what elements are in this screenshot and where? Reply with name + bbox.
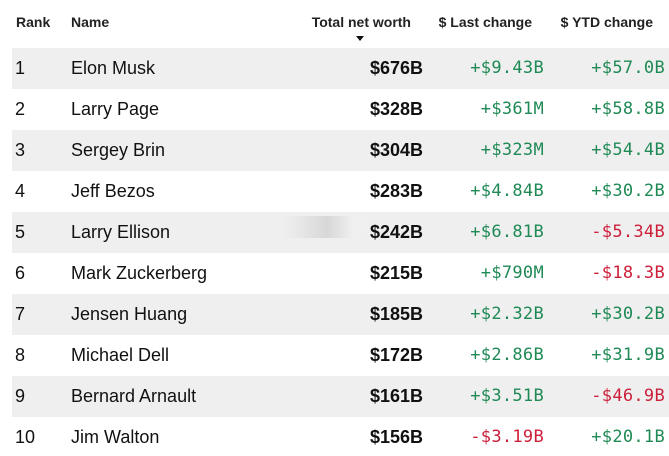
column-header-ytd-change[interactable]: $ YTD change [560,14,653,30]
net-worth-cell: $156B [369,427,423,447]
net-worth-cell: $328B [369,99,423,119]
ytd-change-cell: +$30.2B [591,304,665,324]
table-row[interactable]: 1 Elon Musk $676B +$9.43B +$57.0B [12,48,669,89]
table-body: 1 Elon Musk $676B +$9.43B +$57.0B 2 Larr… [12,48,669,456]
name-cell[interactable]: Sergey Brin [71,140,166,160]
table-row[interactable]: 6 Mark Zuckerberg $215B +$790M -$18.3B [12,253,669,294]
name-cell[interactable]: Bernard Arnault [71,386,197,406]
last-change-cell: +$2.32B [470,304,544,324]
net-worth-cell: $676B [369,58,423,78]
table-row[interactable]: 7 Jensen Huang $185B +$2.32B +$30.2B [12,294,669,335]
rank-cell: 8 [15,345,26,365]
table-row[interactable]: 10 Jim Walton $156B -$3.19B +$20.1B [12,417,669,456]
column-header-total-net-worth[interactable]: Total net worth [311,14,411,30]
name-cell[interactable]: Mark Zuckerberg [71,263,208,283]
last-change-cell: +$9.43B [470,58,544,78]
net-worth-cell: $161B [369,386,423,406]
last-change-cell: +$2.86B [470,345,544,365]
column-header-name[interactable]: Name [71,14,110,30]
last-change-cell: +$323M [480,140,544,160]
sort-descending-arrow-icon[interactable] [356,36,364,41]
ytd-change-cell: +$30.2B [591,181,665,201]
net-worth-cell: $172B [369,345,423,365]
ytd-change-cell: -$18.3B [591,263,665,283]
rank-cell: 3 [15,140,26,160]
table-row[interactable]: 3 Sergey Brin $304B +$323M +$54.4B [12,130,669,171]
ytd-change-cell: +$58.8B [591,99,665,119]
rank-cell: 1 [15,58,26,78]
name-cell[interactable]: Elon Musk [71,58,156,78]
last-change-cell: +$6.81B [470,222,544,242]
net-worth-cell: $283B [369,181,423,201]
rank-cell: 7 [15,304,26,324]
table-row[interactable]: 4 Jeff Bezos $283B +$4.84B +$30.2B [12,171,669,212]
name-cell[interactable]: Larry Page [71,99,160,119]
net-worth-cell: $242B [369,222,423,242]
last-change-cell: +$361M [480,99,544,119]
net-worth-cell: $215B [369,263,423,283]
net-worth-cell: $185B [369,304,423,324]
ytd-change-cell: +$31.9B [591,345,665,365]
ytd-change-cell: +$57.0B [591,58,665,78]
rank-cell: 2 [15,99,26,119]
table-header: Rank Name Total net worth $ Last change … [0,0,669,48]
net-worth-cell: $304B [369,140,423,160]
table-row[interactable]: 2 Larry Page $328B +$361M +$58.8B [12,89,669,130]
loading-shimmer [282,216,372,238]
rank-cell: 5 [15,222,26,242]
rank-cell: 6 [15,263,26,283]
rank-cell: 9 [15,386,26,406]
ytd-change-cell: +$20.1B [591,427,665,447]
table-row[interactable]: 5 Larry Ellison $242B +$6.81B -$5.34B [12,212,669,253]
ytd-change-cell: +$54.4B [591,140,665,160]
ytd-change-cell: -$46.9B [591,386,665,406]
name-cell[interactable]: Larry Ellison [71,222,171,242]
column-header-last-change[interactable]: $ Last change [438,14,532,30]
last-change-cell: -$3.19B [470,427,544,447]
last-change-cell: +$4.84B [470,181,544,201]
name-cell[interactable]: Jim Walton [71,427,160,447]
name-cell[interactable]: Jeff Bezos [71,181,155,201]
last-change-cell: +$3.51B [470,386,544,406]
rank-cell: 10 [15,427,36,447]
rank-cell: 4 [15,181,26,201]
table-row[interactable]: 8 Michael Dell $172B +$2.86B +$31.9B [12,335,669,376]
ytd-change-cell: -$5.34B [591,222,665,242]
name-cell[interactable]: Jensen Huang [71,304,188,324]
name-cell[interactable]: Michael Dell [71,345,170,365]
column-header-rank[interactable]: Rank [16,14,51,30]
table-row[interactable]: 9 Bernard Arnault $161B +$3.51B -$46.9B [12,376,669,417]
last-change-cell: +$790M [480,263,544,283]
